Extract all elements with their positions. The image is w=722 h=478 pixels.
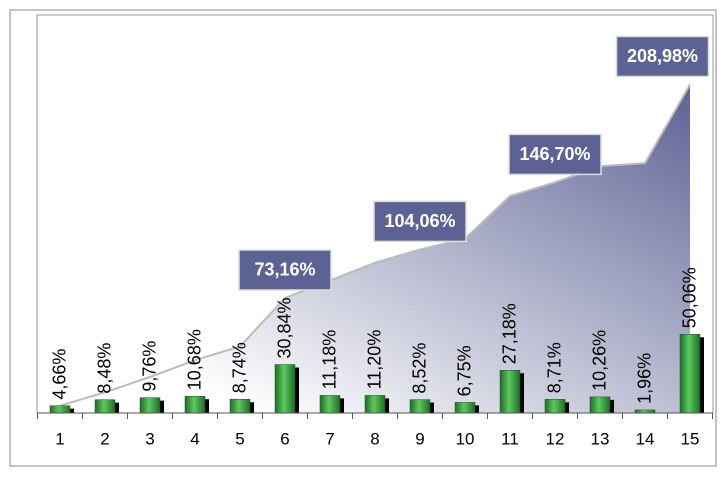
- value-label: 146,70%: [519, 144, 590, 164]
- bar: [95, 400, 115, 413]
- bar: [275, 365, 295, 413]
- x-tick-label: 9: [415, 429, 424, 448]
- x-tick-label: 8: [370, 429, 379, 448]
- bar: [590, 397, 610, 413]
- value-label: 30,84%: [275, 297, 295, 358]
- value-label: 10,26%: [590, 330, 610, 391]
- bar: [500, 370, 520, 413]
- value-label: 6,75%: [455, 345, 475, 396]
- x-tick-label: 10: [456, 429, 475, 448]
- x-tick-label: 7: [325, 429, 334, 448]
- value-label: 208,98%: [627, 46, 698, 66]
- value-label: 104,06%: [384, 211, 455, 231]
- bar: [230, 399, 250, 413]
- bar: [140, 398, 160, 413]
- bar: [545, 399, 565, 413]
- x-tick-label: 2: [100, 429, 109, 448]
- x-tick-label: 3: [145, 429, 154, 448]
- x-tick-label: 6: [280, 429, 289, 448]
- x-tick-label: 11: [501, 429, 519, 448]
- value-label: 8,71%: [545, 342, 565, 393]
- x-tick-label: 5: [235, 429, 244, 448]
- bar: [320, 395, 340, 413]
- value-label: 4,66%: [50, 349, 70, 400]
- x-tick-label: 15: [681, 429, 700, 448]
- x-tick-label: 1: [55, 429, 64, 448]
- bar: [185, 396, 205, 413]
- x-tick-label: 12: [546, 429, 565, 448]
- x-tick-label: 4: [190, 429, 199, 448]
- bar: [50, 406, 70, 413]
- value-label: 73,16%: [254, 260, 315, 280]
- value-label: 8,48%: [95, 343, 115, 394]
- x-tick-label: 14: [636, 429, 655, 448]
- bar: [365, 395, 385, 413]
- bar: [455, 402, 475, 413]
- value-label: 27,18%: [500, 303, 520, 364]
- bar: [680, 334, 700, 413]
- value-label: 50,06%: [680, 267, 700, 328]
- bar: [410, 400, 430, 413]
- value-label: 11,18%: [320, 330, 340, 390]
- value-label: 1,96%: [635, 353, 655, 404]
- value-label: 8,74%: [230, 342, 250, 393]
- value-label: 8,52%: [410, 343, 430, 394]
- value-label: 9,76%: [140, 341, 160, 392]
- x-tick-label: 13: [591, 429, 610, 448]
- value-label: 11,20%: [365, 330, 385, 390]
- value-label: 10,68%: [185, 329, 205, 390]
